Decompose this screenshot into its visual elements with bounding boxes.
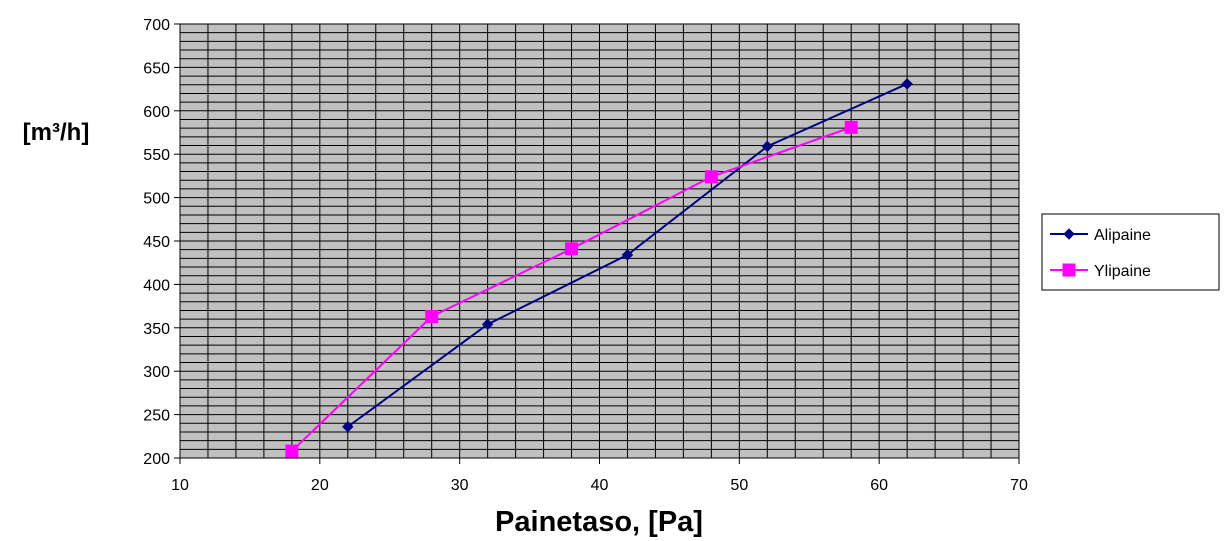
axes (174, 23, 1020, 464)
y-tick-label: 550 (143, 147, 170, 164)
data-point (901, 78, 913, 90)
y-tick-label: 300 (143, 364, 170, 381)
y-tick-label: 700 (143, 17, 170, 34)
tick-labels: 200 250 300 350 400 450 500 550 600 650 700 10 20 30 4… (143, 17, 1028, 494)
legend-box (1041, 213, 1220, 291)
data-point (761, 140, 774, 153)
y-tick-label: 200 (143, 451, 170, 468)
legend-marker (1063, 228, 1075, 240)
x-tick-label: 30 (451, 477, 469, 494)
y-tick-label: 650 (143, 60, 170, 77)
x-tick-label: 10 (171, 477, 189, 494)
legend-label: Ylipaine (1094, 263, 1151, 280)
y-tick-label: 350 (143, 321, 170, 338)
data-point (621, 249, 634, 261)
y-tick-label: 500 (143, 191, 170, 208)
legend-item: Alipaine (1050, 227, 1151, 244)
x-tick-label: 60 (870, 477, 888, 494)
legend-marker (1062, 263, 1076, 277)
x-tick-label: 20 (311, 477, 329, 494)
data-point (425, 310, 439, 324)
data-point (285, 444, 299, 458)
series-ylipaine (285, 120, 858, 458)
x-tick-label: 40 (591, 477, 609, 494)
series-layer (285, 78, 913, 458)
legend-label: Alipaine (1094, 227, 1151, 244)
data-point (342, 421, 354, 433)
data-point (844, 120, 858, 134)
y-tick-label: 400 (143, 277, 170, 294)
y-axis-title: [m³/h] (23, 119, 90, 146)
y-tick-label: 450 (143, 234, 170, 251)
x-tick-label: 50 (730, 477, 748, 494)
data-point (704, 170, 718, 184)
data-point (481, 318, 494, 331)
y-tick-label: 250 (143, 408, 170, 425)
x-tick-label: 70 (1010, 477, 1028, 494)
x-axis-title: Painetaso, [Pa] (495, 506, 703, 538)
grid (180, 24, 1019, 458)
y-tick-label: 600 (143, 104, 170, 121)
legend-item: Ylipaine (1050, 263, 1151, 280)
series-alipaine (342, 78, 913, 433)
legend: Alipaine Ylipaine (1041, 213, 1220, 291)
data-point (565, 242, 579, 256)
